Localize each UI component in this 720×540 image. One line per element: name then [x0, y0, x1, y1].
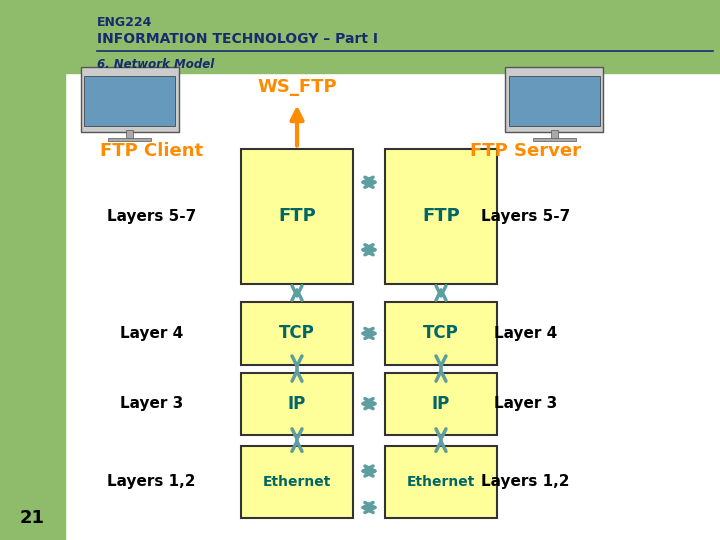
Text: INFORMATION TECHNOLOGY – Part I: INFORMATION TECHNOLOGY – Part I: [97, 32, 378, 46]
FancyBboxPatch shape: [241, 148, 353, 284]
Bar: [108, 138, 151, 141]
Text: Layer 3: Layer 3: [494, 396, 557, 411]
Text: Layers 1,2: Layers 1,2: [107, 475, 195, 489]
FancyBboxPatch shape: [241, 373, 353, 435]
Text: WS_FTP: WS_FTP: [257, 78, 337, 97]
Text: Layer 4: Layer 4: [494, 326, 557, 341]
Text: FTP: FTP: [422, 207, 460, 225]
FancyBboxPatch shape: [385, 148, 497, 284]
Text: Layers 5-7: Layers 5-7: [107, 208, 196, 224]
Text: Layers 1,2: Layers 1,2: [482, 475, 570, 489]
Text: TCP: TCP: [423, 325, 459, 342]
Bar: [551, 130, 558, 139]
Text: Layer 4: Layer 4: [120, 326, 183, 341]
Text: FTP Client: FTP Client: [99, 142, 203, 160]
Text: Ethernet: Ethernet: [263, 475, 331, 489]
Text: TCP: TCP: [279, 325, 315, 342]
FancyBboxPatch shape: [385, 373, 497, 435]
Bar: [126, 130, 133, 139]
Text: Layer 3: Layer 3: [120, 396, 183, 411]
Text: 21: 21: [20, 509, 45, 528]
Bar: [505, 67, 603, 132]
Bar: [81, 67, 179, 132]
Bar: [65, 0, 720, 73]
Bar: [0, 0, 65, 540]
Text: ENG224: ENG224: [97, 16, 153, 29]
Bar: [509, 76, 600, 126]
FancyBboxPatch shape: [241, 446, 353, 518]
Text: Ethernet: Ethernet: [407, 475, 475, 489]
Text: IP: IP: [432, 395, 450, 413]
Text: FTP Server: FTP Server: [470, 142, 581, 160]
FancyBboxPatch shape: [385, 302, 497, 364]
Text: Layers 5-7: Layers 5-7: [481, 208, 570, 224]
Bar: [533, 138, 576, 141]
FancyBboxPatch shape: [385, 446, 497, 518]
Text: FTP: FTP: [278, 207, 316, 225]
Text: 6. Network Model: 6. Network Model: [97, 58, 215, 71]
Bar: [84, 76, 175, 126]
Text: IP: IP: [288, 395, 306, 413]
FancyBboxPatch shape: [241, 302, 353, 364]
